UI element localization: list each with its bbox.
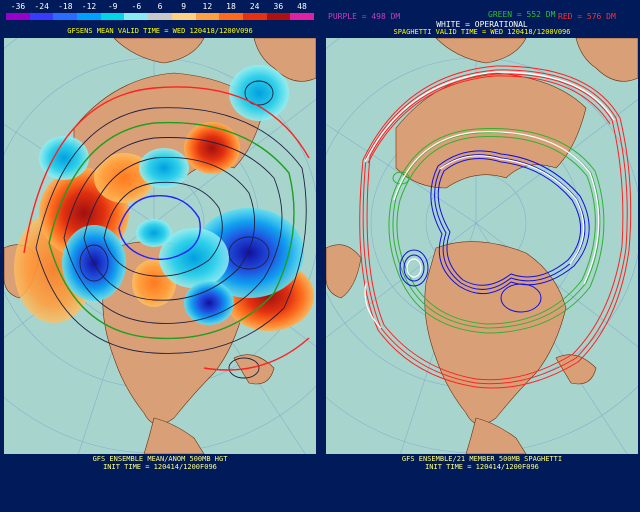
- scale-label: -24: [34, 2, 49, 11]
- scale-label: 24: [249, 2, 260, 11]
- scale-swatch: [219, 13, 243, 20]
- scale-label: 9: [181, 2, 187, 11]
- land-masses: [326, 38, 638, 454]
- spaghetti-map: [326, 38, 638, 454]
- scale-swatch: [6, 13, 30, 20]
- scale-label: 12: [202, 2, 213, 11]
- scale-swatch: [195, 13, 220, 20]
- legend-red: RED = 576 DM: [558, 12, 616, 21]
- legend-green: GREEN = 552 DM: [488, 10, 556, 19]
- key-contours: [23, 86, 310, 371]
- scale-bar: [6, 13, 314, 20]
- spaghetti-498dm: [399, 150, 590, 313]
- scale-swatch: [148, 13, 172, 20]
- scale-label: 36: [273, 2, 284, 11]
- scale-label: -36: [10, 2, 26, 11]
- scale-label: 48: [297, 2, 307, 11]
- scale-label: 6: [157, 2, 163, 11]
- left-valid-time-header: GFSENS MEAN VALID TIME = WED 120418/1200…: [67, 27, 253, 35]
- scale-label: -12: [81, 2, 97, 11]
- left-footer-title: GFS ENSEMBLE MEAN/ANOM 500MB HGT: [92, 455, 228, 463]
- spaghetti-legend: PURPLE = 498 DM GREEN = 552 DM RED = 576…: [326, 10, 638, 22]
- right-footer-init-time: INIT TIME = 120414/1200F096: [425, 463, 539, 471]
- scale-label: -6: [131, 2, 142, 11]
- scale-label: -9: [107, 2, 118, 11]
- right-valid-time-header: SPAGHETTI VALID TIME = WED 120418/1200V0…: [393, 28, 571, 36]
- scale-labels: -36 -24 -18 -12 -9 -6 6 9 12 18 24 36 48: [4, 2, 316, 12]
- left-footer-init-time: INIT TIME = 120414/1200F096: [103, 463, 217, 471]
- scale-swatch: [266, 13, 291, 20]
- spaghetti-panel: PURPLE = 498 DM GREEN = 552 DM RED = 576…: [326, 0, 638, 512]
- scale-swatch: [290, 13, 314, 20]
- scale-swatch: [77, 13, 101, 20]
- scale-label: 18: [226, 2, 236, 11]
- legend-white: WHITE = OPERATIONAL: [436, 20, 528, 29]
- operational-contours: [364, 71, 615, 329]
- mean-anomaly-panel: -36 -24 -18 -12 -9 -6 6 9 12 18 24 36 48 GFSENS MEAN…: [4, 0, 316, 512]
- right-footer-title: GFS ENSEMBLE/21 MEMBER 500MB SPAGHETTI: [401, 455, 563, 463]
- legend-purple: PURPLE = 498 DM: [328, 12, 401, 21]
- scale-swatch: [29, 13, 54, 20]
- scale-swatch: [100, 13, 125, 20]
- anomaly-color-scale: -36 -24 -18 -12 -9 -6 6 9 12 18 24 36 48: [4, 2, 316, 24]
- scale-swatch: [171, 13, 196, 20]
- scale-swatch: [242, 13, 267, 20]
- scale-swatch: [53, 13, 78, 20]
- scale-swatch: [124, 13, 149, 20]
- scale-label: -18: [58, 2, 73, 11]
- mean-anomaly-map: [4, 38, 316, 454]
- spaghetti-576dm: [359, 65, 632, 389]
